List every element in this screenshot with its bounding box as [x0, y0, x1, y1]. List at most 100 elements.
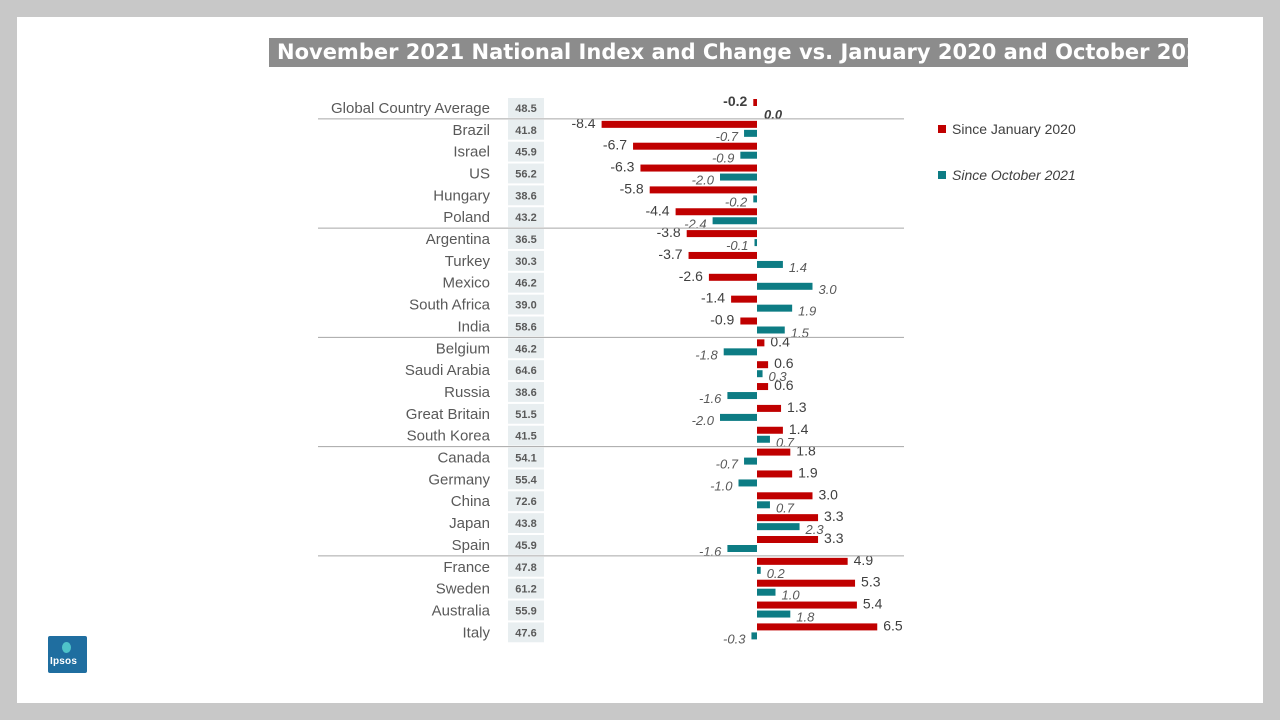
category-label: France — [443, 559, 490, 576]
page-number: 1 — [1254, 690, 1259, 699]
index-value: 43.8 — [515, 518, 536, 530]
index-value: 58.6 — [515, 321, 536, 333]
index-cell — [508, 491, 544, 512]
index-value: 51.5 — [515, 409, 536, 421]
bar-since-october-2021 — [738, 479, 757, 487]
category-label: Mexico — [442, 275, 490, 292]
index-cell — [508, 425, 544, 446]
bar-since-january-2020 — [688, 251, 757, 259]
index-cell — [508, 360, 544, 381]
category-label: China — [451, 493, 491, 510]
category-label: Sweden — [436, 581, 490, 598]
data-label-since-january-2020: 1.4 — [789, 421, 809, 437]
bar-since-january-2020 — [757, 426, 783, 434]
index-cell — [508, 250, 544, 271]
index-cell — [508, 338, 544, 359]
index-value: 41.5 — [515, 431, 536, 443]
index-value: 47.8 — [515, 562, 536, 574]
index-value: 30.3 — [515, 256, 536, 268]
category-label: Global Country Average — [331, 100, 490, 117]
index-cell — [508, 272, 544, 293]
category-label: Israel — [453, 144, 490, 161]
bar-since-january-2020 — [686, 230, 757, 238]
category-label: Great Britain — [406, 406, 490, 423]
data-label-since-october-2021: -0.7 — [716, 129, 739, 144]
data-label-since-october-2021: -1.6 — [699, 391, 722, 406]
bar-since-january-2020 — [757, 623, 878, 631]
data-label-since-january-2020: 0.6 — [774, 355, 794, 371]
data-label-since-january-2020: 5.3 — [861, 574, 881, 590]
bar-since-october-2021 — [744, 129, 757, 137]
bar-since-january-2020 — [731, 295, 757, 303]
index-cell — [508, 382, 544, 402]
category-label: South Korea — [407, 428, 491, 445]
index-value: 45.9 — [515, 540, 536, 552]
index-cell — [508, 535, 544, 555]
data-label-since-january-2020: 6.5 — [883, 617, 903, 633]
category-label: India — [457, 318, 490, 335]
data-label-since-october-2021: -0.7 — [716, 457, 739, 472]
data-label-since-october-2021: -2.0 — [692, 173, 715, 188]
index-cell — [508, 229, 544, 249]
bar-since-january-2020 — [757, 448, 791, 456]
index-value: 56.2 — [515, 168, 536, 180]
data-label-since-january-2020: -5.8 — [620, 180, 644, 196]
data-label-since-october-2021: -1.0 — [710, 478, 733, 493]
data-label-since-october-2021: 1.0 — [782, 588, 801, 603]
data-label-since-january-2020: -4.4 — [645, 202, 669, 218]
bar-since-january-2020 — [757, 404, 782, 412]
index-value: 43.2 — [515, 212, 536, 224]
index-cell — [508, 294, 544, 315]
bar-since-october-2021 — [757, 282, 813, 290]
bar-since-october-2021 — [751, 632, 757, 640]
bar-since-january-2020 — [757, 601, 857, 609]
data-label-since-january-2020: -1.4 — [701, 290, 725, 306]
data-label-since-january-2020: 3.3 — [824, 530, 844, 546]
bar-since-january-2020 — [757, 514, 819, 522]
bar-since-october-2021 — [757, 566, 761, 574]
data-label-since-october-2021: -1.8 — [695, 347, 718, 362]
bar-since-october-2021 — [753, 195, 757, 203]
bar-since-january-2020 — [757, 579, 856, 587]
index-cell — [508, 600, 544, 621]
index-value: 41.8 — [515, 125, 536, 137]
index-value: 61.2 — [515, 584, 536, 596]
data-label-since-january-2020: -0.9 — [710, 312, 734, 328]
category-label: Poland — [443, 209, 490, 226]
category-label: US — [469, 165, 490, 182]
bar-since-october-2021 — [720, 173, 757, 181]
index-value: 46.2 — [515, 343, 536, 355]
data-label-since-october-2021: -2.4 — [684, 216, 706, 231]
bar-since-october-2021 — [757, 435, 770, 443]
legend-label: Since October 2021 — [952, 167, 1076, 183]
index-value: 38.6 — [515, 387, 536, 399]
data-label-since-october-2021: 1.8 — [796, 610, 815, 625]
category-label: Germany — [428, 471, 490, 488]
category-label: Australia — [432, 602, 491, 619]
data-label-since-january-2020: 3.3 — [824, 508, 844, 524]
bar-since-january-2020 — [757, 383, 769, 391]
bar-since-january-2020 — [601, 120, 757, 128]
bar-since-october-2021 — [744, 457, 757, 465]
bar-since-january-2020 — [740, 317, 757, 325]
bar-since-october-2021 — [754, 239, 757, 247]
data-label-since-january-2020: -3.8 — [657, 224, 681, 240]
bar-since-january-2020 — [757, 557, 848, 565]
legend-item-since-october-2021: Since October 2021 — [938, 167, 1076, 183]
index-cell — [508, 578, 544, 599]
data-label-since-october-2021: 2.3 — [805, 522, 825, 537]
index-value: 55.9 — [515, 605, 536, 617]
bar-since-october-2021 — [723, 348, 757, 356]
bar-since-october-2021 — [757, 304, 793, 312]
data-label-since-january-2020: 1.8 — [796, 443, 816, 459]
data-label-since-january-2020: 1.3 — [787, 399, 807, 415]
legend-swatch — [938, 125, 946, 134]
slide: November 2021 National Index and Change … — [17, 17, 1263, 703]
data-label-since-october-2021: 1.4 — [789, 260, 807, 275]
data-label-since-october-2021: -2.0 — [692, 413, 715, 428]
index-value: 45.9 — [515, 147, 536, 159]
data-label-since-january-2020: -3.7 — [658, 246, 682, 262]
bar-since-october-2021 — [740, 151, 757, 159]
bar-since-january-2020 — [708, 273, 757, 281]
bar-since-january-2020 — [640, 164, 757, 172]
